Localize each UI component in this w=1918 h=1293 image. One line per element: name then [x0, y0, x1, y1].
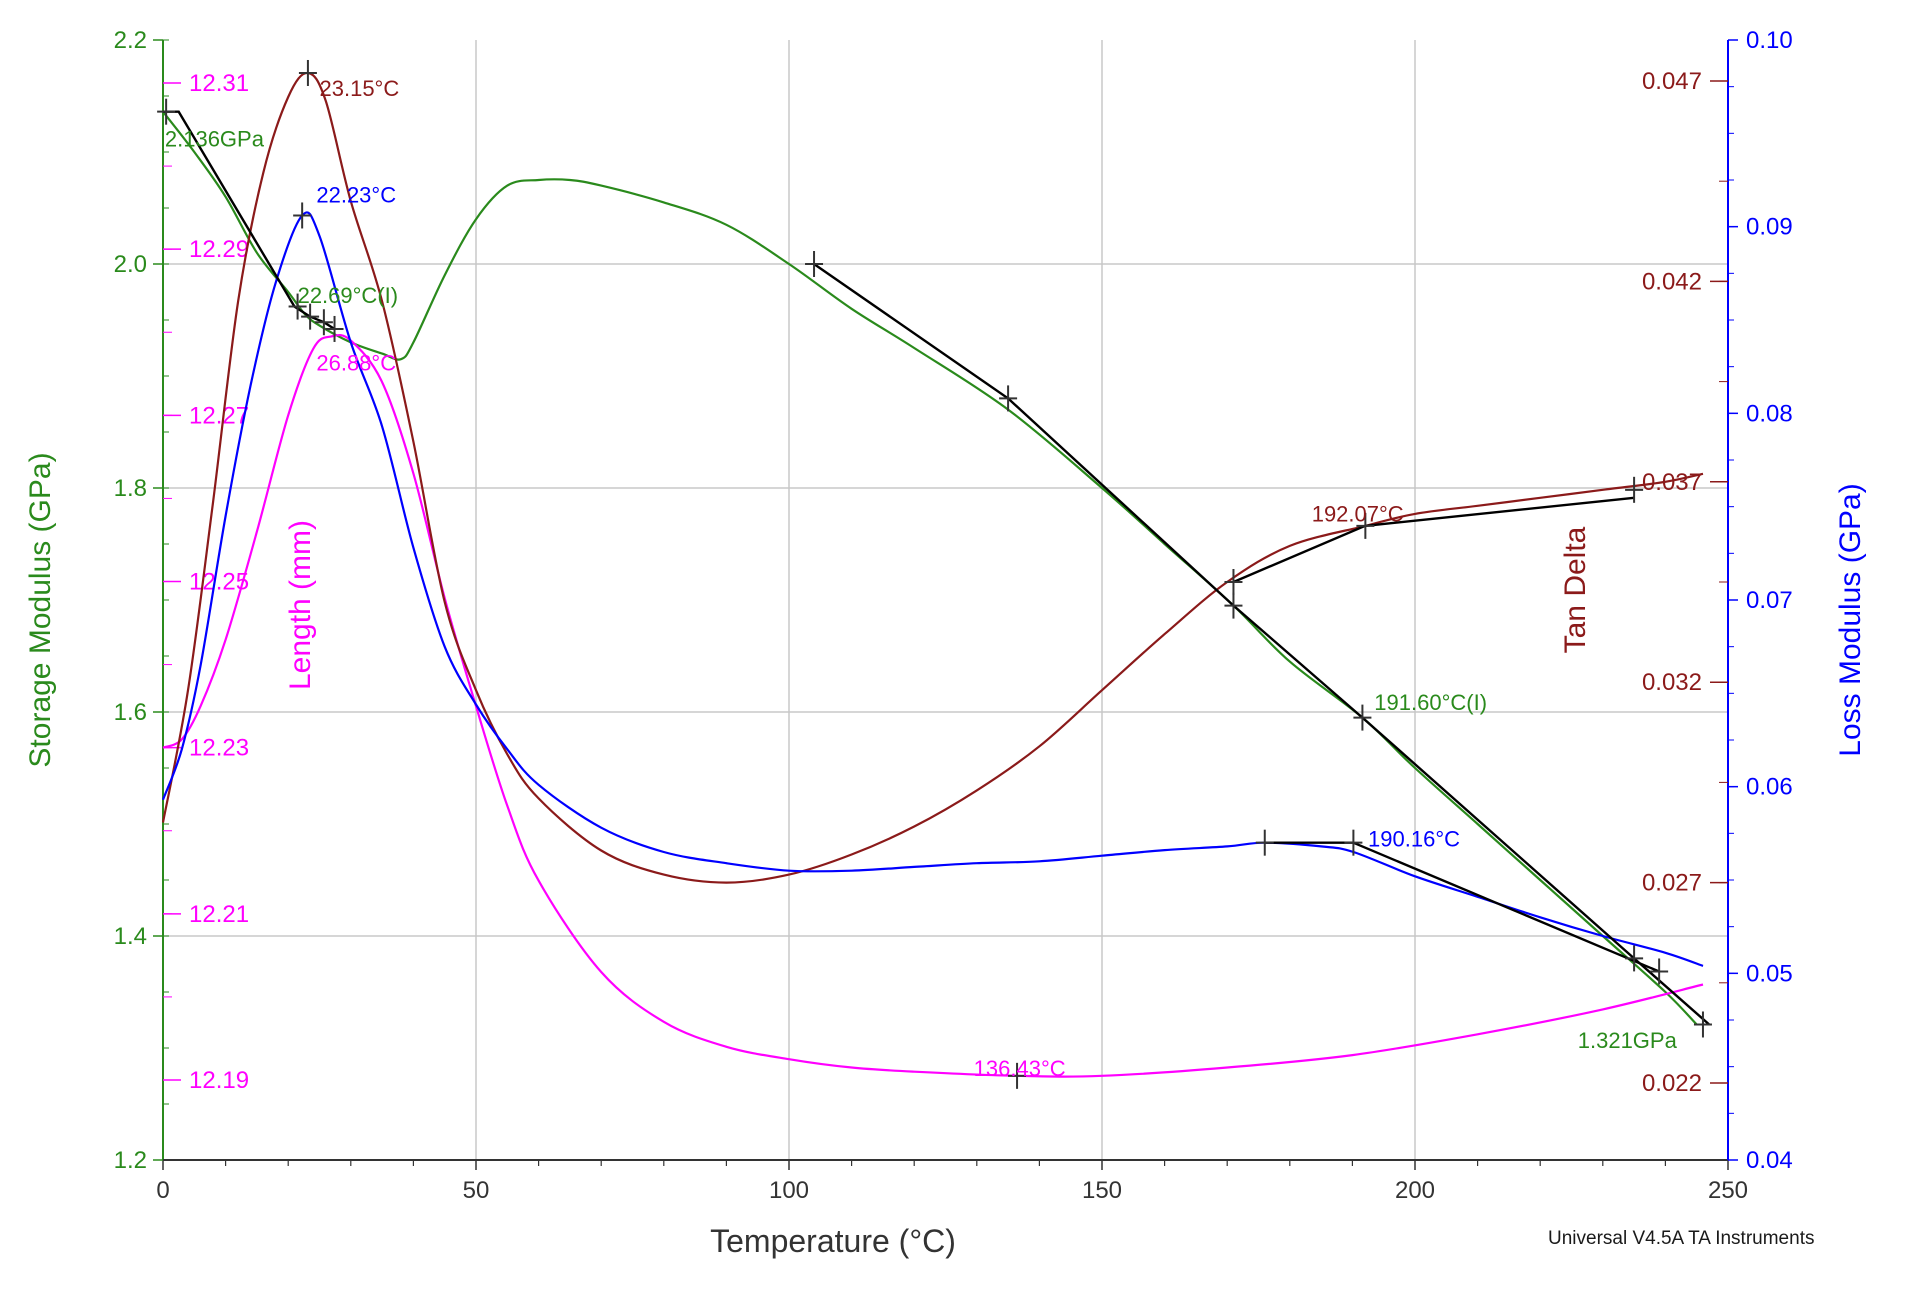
annotation-label: 2.136GPa	[165, 126, 265, 151]
analysis-marker	[1224, 592, 1243, 619]
series-line-loss-modulus	[161, 211, 1704, 967]
storage-tick-label: 1.2	[114, 1147, 147, 1174]
annotation-label: 192.07°C	[1312, 502, 1404, 527]
annotation-label: 1.321GPa	[1578, 1028, 1678, 1053]
x-tick-label: 150	[1082, 1177, 1122, 1204]
length-tick-label: 12.21	[189, 901, 249, 928]
storage-axis-label: Storage Modulus (GPa)	[24, 452, 57, 767]
loss-tick-label: 0.05	[1746, 960, 1793, 987]
analysis-marker	[1356, 512, 1375, 539]
x-tick-label: 250	[1708, 1177, 1748, 1204]
series-line-storage-onset-tangents	[163, 110, 336, 331]
analysis-marker	[157, 98, 176, 125]
tan-tick-label: 0.037	[1642, 469, 1702, 496]
annotation-label: 22.69°C(I)	[298, 283, 399, 308]
analysis-marker	[301, 303, 320, 330]
annotation-label: 136.43°C	[974, 1056, 1066, 1081]
x-tick-label: 50	[463, 1177, 490, 1204]
analysis-marker	[999, 385, 1018, 412]
analysis-marker	[288, 293, 307, 320]
series-line-length	[162, 333, 1704, 1078]
analysis-marker	[1650, 958, 1669, 985]
storage-tick-label: 1.8	[114, 475, 147, 502]
tan-tick-label: 0.047	[1642, 68, 1702, 95]
series-line-tan-delta	[161, 71, 1704, 884]
series-layer	[161, 71, 1710, 1078]
annotation-label: 191.60°C(I)	[1374, 690, 1487, 715]
analysis-marker	[1625, 476, 1644, 503]
analysis-marker	[1344, 829, 1363, 856]
analysis-marker	[1625, 945, 1644, 972]
analysis-marker	[805, 251, 824, 277]
series-line-storage-onset-tangents	[813, 263, 1710, 1026]
length-axis-label: Length (mm)	[284, 520, 317, 690]
marker-layer	[157, 59, 1712, 1089]
loss-tick-label: 0.07	[1746, 587, 1793, 614]
loss-axis-label: Loss Modulus (GPa)	[1834, 483, 1867, 756]
tan-tick-label: 0.032	[1642, 669, 1702, 696]
storage-tick-label: 2.0	[114, 251, 147, 278]
loss-tick-label: 0.10	[1746, 27, 1793, 54]
analysis-marker	[314, 309, 333, 336]
annotation-label: 22.23°C	[316, 182, 396, 207]
storage-tick-label: 2.2	[114, 27, 147, 54]
length-tick-label: 12.23	[189, 735, 249, 762]
length-tick-label: 12.29	[189, 236, 249, 263]
annotation-layer: 23.15°C 2.136GPa 22.23°C 22.69°C(I) 26.88°C 1…	[165, 76, 1678, 1081]
analysis-marker	[325, 315, 344, 342]
series-line-storage-modulus	[162, 111, 1698, 1026]
axes: 0 50 100 150 200 250 1.2 1.4 1.6 1.8 2.0 2.2 12.19 12…	[114, 27, 1793, 1204]
analysis-marker	[1255, 829, 1274, 856]
analysis-marker	[1353, 704, 1372, 731]
analysis-marker	[1693, 1011, 1712, 1038]
loss-tick-label: 0.04	[1746, 1147, 1793, 1174]
tan-axis-label: Tan Delta	[1559, 526, 1592, 653]
x-axis-label: Temperature (°C)	[710, 1223, 956, 1259]
series-line-loss-modulus-onset-tangents	[1352, 841, 1660, 973]
analysis-marker	[293, 202, 312, 229]
loss-tick-label: 0.06	[1746, 774, 1793, 801]
analysis-marker	[1008, 1062, 1027, 1089]
analysis-marker	[298, 59, 317, 86]
length-tick-label: 12.31	[189, 70, 249, 97]
loss-tick-label: 0.09	[1746, 214, 1793, 241]
annotation-label: 190.16°C	[1368, 826, 1460, 851]
storage-tick-label: 1.4	[114, 923, 147, 950]
x-tick-label: 100	[769, 1177, 809, 1204]
grid	[163, 40, 1728, 1160]
storage-tick-label: 1.6	[114, 699, 147, 726]
length-tick-label: 12.27	[189, 402, 249, 429]
footer-text: Universal V4.5A TA Instruments	[1548, 1228, 1814, 1249]
annotation-label: 23.15°C	[320, 76, 400, 101]
length-tick-label: 12.19	[189, 1067, 249, 1094]
annotation-label: 26.88°C	[316, 350, 396, 375]
x-tick-label: 0	[156, 1177, 169, 1204]
tan-tick-label: 0.042	[1642, 268, 1702, 295]
x-tick-label: 200	[1395, 1177, 1435, 1204]
analysis-marker	[1224, 569, 1243, 595]
loss-tick-label: 0.08	[1746, 400, 1793, 427]
tan-tick-label: 0.027	[1642, 870, 1702, 897]
tan-tick-label: 0.022	[1642, 1070, 1702, 1097]
